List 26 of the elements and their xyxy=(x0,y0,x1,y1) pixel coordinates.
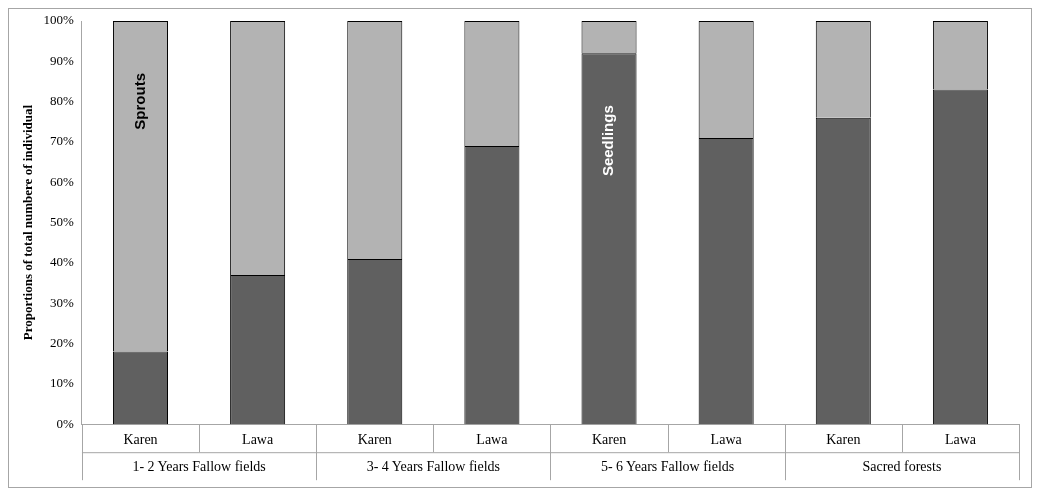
y-tick-label: 80% xyxy=(50,93,75,109)
x-tick-label: Karen xyxy=(591,432,627,448)
y-tick-label: 70% xyxy=(50,133,75,149)
text: 3- 4 Years Fallow fields xyxy=(366,458,501,474)
y-axis-title: Proportions of total numbere of individual xyxy=(20,104,36,341)
text: 5- 6 Years Fallow fields xyxy=(600,458,735,474)
y-tick-label: 30% xyxy=(50,294,75,310)
text: Sacred forests xyxy=(862,458,942,474)
x-tick-label: Lawa xyxy=(242,432,274,448)
y-tick-label: 20% xyxy=(50,334,75,350)
text: 1- 2 Years Fallow fields xyxy=(132,458,266,474)
y-tick-label: 0% xyxy=(56,415,75,431)
x-tick-label: Karen xyxy=(826,432,861,448)
y-tick-label: 50% xyxy=(50,214,75,230)
y-tick-label: 10% xyxy=(50,375,75,391)
y-tick-label: 90% xyxy=(50,52,75,68)
series-label: Seedlings xyxy=(599,105,617,177)
x-tick-label: Lawa xyxy=(944,432,977,448)
x-tick-label: Karen xyxy=(357,432,392,448)
x-tick-label: Lawa xyxy=(476,432,509,448)
y-tick-label: 60% xyxy=(50,173,75,189)
y-tick-label: 100% xyxy=(43,12,75,28)
series-label: Sprouts xyxy=(130,73,148,130)
y-tick-label: 40% xyxy=(50,254,75,270)
x-tick-label: Lawa xyxy=(710,432,743,448)
x-tick-label: Karen xyxy=(123,432,158,448)
